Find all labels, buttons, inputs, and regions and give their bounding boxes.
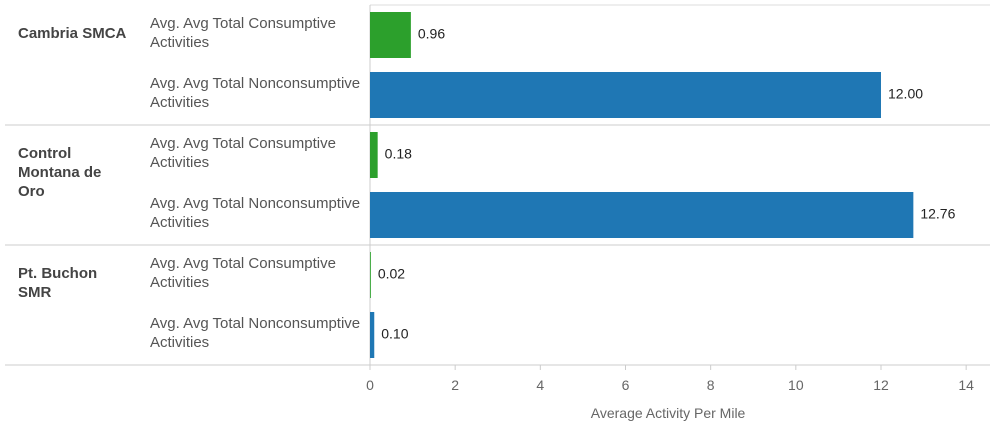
x-tick-label: 14 (958, 377, 974, 393)
group-label: Cambria SMCA (18, 25, 127, 42)
bar (370, 132, 378, 178)
value-label: 12.00 (888, 86, 923, 102)
measure-label: Avg. Avg Total Nonconsumptive Activities (150, 75, 361, 111)
measure-label: Avg. Avg Total Nonconsumptive Activities (150, 195, 361, 231)
x-tick-label: 10 (788, 377, 804, 393)
bar (370, 192, 914, 238)
value-label: 0.10 (381, 326, 408, 342)
bar (370, 312, 375, 358)
x-tick-label: 4 (536, 377, 544, 393)
measure-label: Avg. Avg Total Consumptive Activities (150, 135, 336, 171)
x-tick-label: 8 (707, 377, 715, 393)
value-label: 12.76 (920, 206, 955, 222)
value-label: 0.96 (418, 26, 445, 42)
measure-label: Avg. Avg Total Consumptive Activities (150, 255, 336, 291)
x-tick-label: 12 (873, 377, 889, 393)
group-label: Control Montana de Oro (18, 145, 102, 200)
measure-label: Avg. Avg Total Nonconsumptive Activities (150, 315, 361, 351)
x-tick-label: 6 (622, 377, 630, 393)
x-tick-label: 2 (451, 377, 459, 393)
x-axis-title: Average Activity Per Mile (591, 405, 746, 421)
group-label: Pt. Buchon SMR (18, 265, 98, 301)
measure-label: Avg. Avg Total Consumptive Activities (150, 15, 336, 51)
value-label: 0.18 (385, 146, 412, 162)
x-tick-label: 0 (366, 377, 374, 393)
bar (370, 12, 411, 58)
bar (370, 252, 371, 298)
value-label: 0.02 (378, 266, 405, 282)
bar (370, 72, 881, 118)
